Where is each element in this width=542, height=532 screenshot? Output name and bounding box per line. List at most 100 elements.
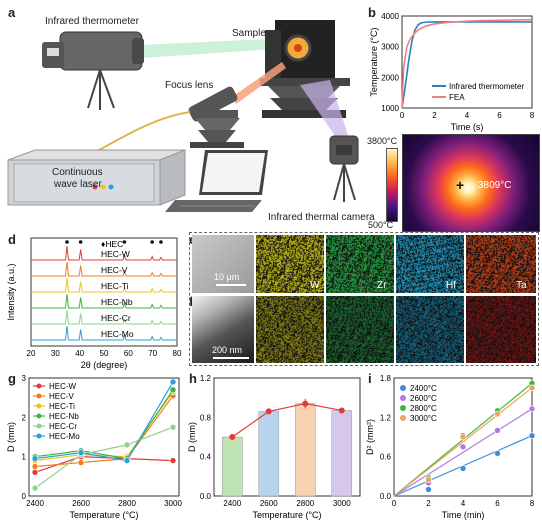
legend-label: 2600°C [410, 394, 437, 403]
label-infrared-thermometer: Infrared thermometer [45, 16, 139, 27]
x-tick-label: 6 [495, 499, 500, 508]
series-label: HEC-Mo [101, 329, 134, 339]
laser-box [7, 149, 186, 206]
x-tick-label: 3000 [333, 499, 351, 508]
label-thermal-camera: Infrared thermal camera [268, 212, 375, 223]
eds-map-w [256, 235, 324, 293]
eds-label-zr: Zr [377, 280, 387, 291]
fit-line [393, 408, 533, 497]
eds-map-f-1 [256, 296, 324, 363]
y-tick-label: 2 [22, 413, 27, 422]
y-tick-label: 0.8 [200, 413, 212, 422]
legend-label: FEA [449, 93, 465, 102]
y-tick-label: 0.0 [380, 492, 392, 501]
x-tick-label: 0 [400, 111, 405, 120]
tem-image-f [192, 296, 254, 363]
legend-label: 2400°C [410, 384, 437, 393]
trend-line [231, 402, 342, 438]
spot-temperature: 3809°C [478, 180, 512, 191]
eds-label-ta: Ta [516, 280, 527, 291]
eds-label-w: W [310, 280, 320, 291]
data-point [229, 434, 236, 440]
diameter-bar-chart: Temperature (°C) D (mm) 0.0 0.4 0.8 1.2 2400 26… [187, 374, 361, 520]
xrd-pattern [31, 277, 177, 293]
legend-label: 2800°C [410, 404, 437, 413]
y-tick-label: 0.4 [200, 453, 212, 462]
data-point [528, 405, 536, 413]
legend-label: 3000°C [410, 414, 437, 423]
label-laser-line2: wave laser [54, 179, 102, 190]
panel-letter-i: i [368, 371, 372, 386]
xrd-pattern [31, 293, 177, 309]
data-point [459, 443, 467, 451]
data-point [302, 400, 309, 407]
thermometer-beam [140, 38, 290, 58]
y-axis-label: D (mm) [6, 422, 16, 452]
data-point [123, 457, 131, 464]
y-tick-label: 0.0 [200, 492, 212, 501]
x-tick-label: 6 [497, 111, 502, 120]
y-tick-label: 1000 [381, 104, 399, 113]
data-point [31, 455, 39, 462]
xrd-pattern [31, 261, 177, 277]
panel-letter-a: a [8, 5, 16, 20]
data-point [425, 476, 432, 483]
x-tick-label: 2400 [26, 499, 44, 508]
x-axis-label: Temperature (°C) [69, 510, 138, 520]
legend-label: Infrared thermometer [449, 82, 524, 91]
x-tick-label: 0 [392, 499, 397, 508]
data-point [494, 427, 501, 434]
scale-bar-f-label: 200 nm [212, 345, 243, 355]
legend-label: HEC-Ti [49, 402, 75, 411]
y-tick-label: 3 [22, 374, 27, 383]
legend-marker [36, 423, 42, 429]
legend-marker [36, 403, 42, 409]
camera-beam [300, 80, 348, 140]
x-tick-label: 2800 [296, 499, 314, 508]
plot-frame [213, 377, 361, 497]
series-label: HEC-Cr [101, 313, 131, 323]
data-point [31, 484, 39, 492]
legend-marker [400, 385, 406, 391]
legend-title: ♦HEC [101, 239, 123, 249]
temperature-time-chart: Time (s) Temperature (°C) 0 2 4 6 8 1000 2000 300… [369, 12, 535, 132]
y-tick-label: 1 [22, 453, 27, 462]
data-point [169, 378, 177, 386]
eds-map-f-4 [466, 296, 536, 363]
y-tick-label: 4000 [381, 12, 399, 21]
bar [221, 436, 243, 497]
scale-bar-e-line [216, 284, 246, 286]
panel-letter-d: d [8, 232, 16, 247]
x-tick-label: 4 [465, 111, 470, 120]
label-laser-line1: Continuous [52, 167, 103, 178]
y-tick-label: 0 [22, 492, 27, 501]
x-axis-label: Time (s) [451, 122, 484, 132]
data-point [31, 463, 39, 470]
panel-letter-g: g [8, 371, 16, 386]
bar [294, 403, 316, 497]
data-point [494, 410, 501, 418]
peak-marker [159, 240, 163, 244]
data-point [123, 441, 131, 449]
xrd-pattern [31, 325, 177, 341]
colorbar-min-label: 500°C [368, 220, 394, 230]
plot-frame [401, 15, 533, 109]
x-axis-label: 2θ (degree) [81, 360, 128, 370]
x-axis-label: Temperature (°C) [252, 510, 321, 520]
x-tick-label: 8 [530, 111, 535, 120]
x-tick-label: 4 [461, 499, 466, 508]
series-line [34, 389, 174, 460]
data-point [169, 423, 177, 431]
data-point [425, 486, 432, 493]
diameter-vs-temperature-chart: Temperature (°C) D (mm) 2400 2600 2800 3000 0 1… [6, 374, 182, 520]
panel-letter-h: h [189, 371, 197, 386]
x-axis-label: Time (min) [442, 510, 485, 520]
eds-map-f-2 [326, 296, 394, 363]
thermal-camera-device [329, 135, 359, 202]
x-tick-label: 2600 [260, 499, 278, 508]
fit-line [393, 387, 533, 497]
series-line [401, 18, 533, 109]
panel-letter-f: f [189, 294, 193, 309]
y-axis-label: D (mm) [187, 422, 197, 452]
data-point [528, 432, 536, 439]
